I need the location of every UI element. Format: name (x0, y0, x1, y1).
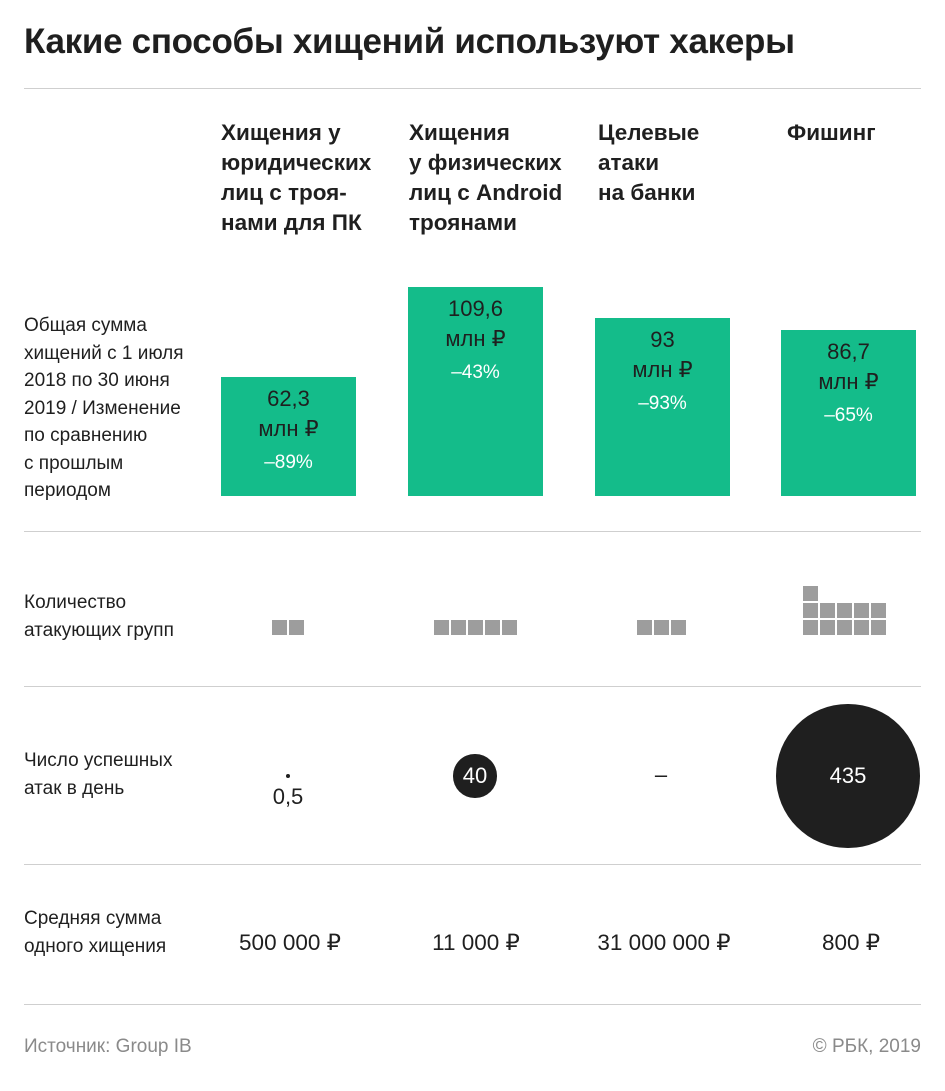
bar-value-label: 62,3 (267, 385, 310, 411)
bar-value-label: 86,7 (827, 339, 870, 365)
bar-unit-label: млн ₽ (632, 357, 693, 383)
group-square (484, 620, 500, 635)
attacks-value-label: 435 (829, 762, 867, 788)
group-square (820, 620, 835, 635)
divider-top (24, 88, 921, 89)
avg-theft-value: 500 000 ₽ (239, 930, 341, 955)
source-note: Источник: Group IB (24, 1036, 192, 1057)
row-label-attacks-per-day: Число успешных атак в день (24, 750, 173, 799)
avg-theft-value: 800 ₽ (821, 930, 881, 955)
group-square (803, 586, 818, 601)
group-square (803, 620, 818, 635)
group-square (837, 620, 852, 635)
divider-bottom (24, 1004, 921, 1005)
group-square (820, 603, 835, 618)
bar-value-label: 93 (650, 327, 675, 353)
bar-total-sum: 93 млн ₽ –93% (595, 318, 730, 496)
group-square (636, 620, 652, 635)
divider-sum (24, 531, 921, 532)
column-header-bank-attacks: Целевые атаки на банки (598, 120, 700, 205)
column-header-pc-trojans: Хищения у юридических лиц с троя- нами д… (221, 120, 372, 235)
group-square (871, 603, 886, 618)
divider-groups (24, 686, 921, 687)
bar-change-label: –89% (264, 451, 313, 473)
column-header-android-trojans: Хищения у физических лиц с Android троян… (409, 120, 563, 235)
attacks-value-label: 40 (462, 762, 488, 788)
group-square (501, 620, 517, 635)
row-label-avg-theft: Средняя сумма одного хищения (24, 908, 167, 957)
bar-change-label: –93% (638, 393, 687, 415)
row-label-total-sum: Общая сумма хищений с 1 июля 2018 по 30 … (24, 315, 184, 501)
divider-attacks (24, 864, 921, 865)
copyright: © РБК, 2019 (812, 1036, 921, 1057)
attacks-circle: 435 (776, 704, 920, 848)
bar-change-label: –43% (451, 361, 500, 383)
row-label-attacking-groups: Количество атакующих групп (24, 592, 174, 641)
group-square (670, 620, 686, 635)
group-square (837, 603, 852, 618)
bar-total-sum: 86,7 млн ₽ –65% (781, 330, 916, 496)
attacks-value-label: – (654, 762, 668, 787)
bar-total-sum: 109,6 млн ₽ –43% (408, 286, 543, 496)
avg-theft-value: 31 000 000 ₽ (597, 930, 731, 955)
group-square (450, 620, 466, 635)
column-header-phishing: Фишинг (787, 120, 876, 145)
bar-change-label: –65% (824, 405, 873, 427)
group-square (854, 620, 869, 635)
bar-unit-label: млн ₽ (258, 415, 319, 441)
group-square (653, 620, 669, 635)
attacks-circle (285, 773, 291, 779)
bar-unit-label: млн ₽ (445, 325, 506, 351)
bar-total-sum: 62,3 млн ₽ –89% (221, 376, 356, 496)
bar-unit-label: млн ₽ (818, 369, 879, 395)
attacks-circle: 40 (453, 754, 497, 798)
bar-value-label: 109,6 (447, 295, 504, 321)
group-square (467, 620, 483, 635)
avg-theft-value: 11 000 ₽ (432, 930, 520, 955)
attacks-value-label: 0,5 (272, 784, 304, 810)
chart-title: Какие способы хищений используют хакеры (24, 22, 795, 61)
group-square (272, 620, 287, 635)
group-square (289, 620, 304, 635)
group-square (871, 620, 886, 635)
group-square (433, 620, 449, 635)
group-square (854, 603, 869, 618)
group-square (803, 603, 818, 618)
